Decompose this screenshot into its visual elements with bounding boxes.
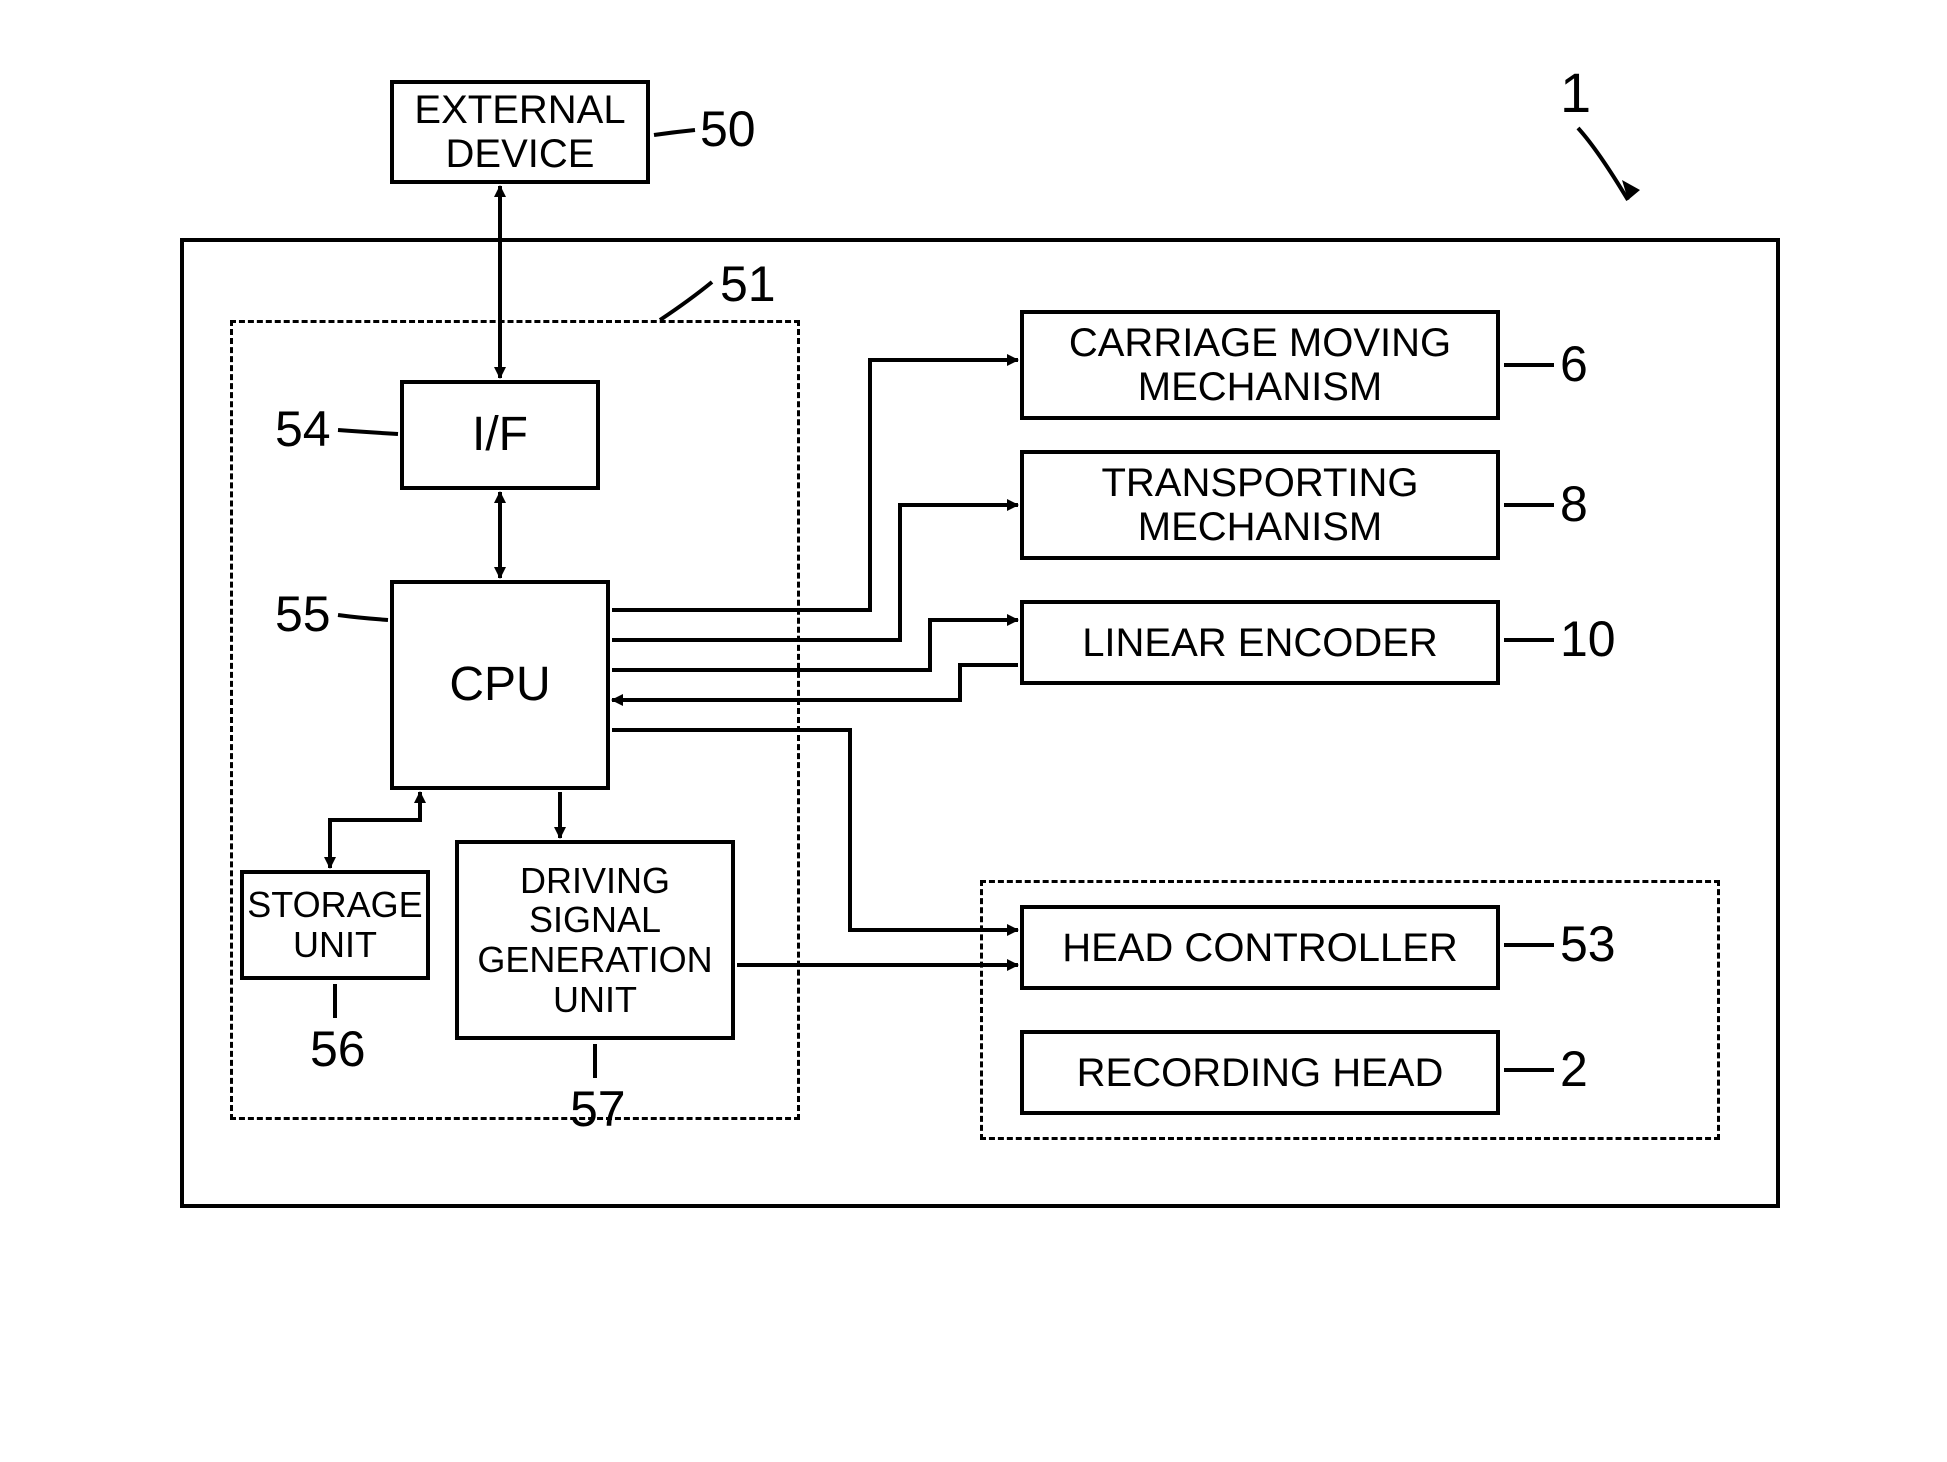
ref-1: 1 [1560, 60, 1591, 125]
storage-label: STORAGE UNIT [247, 885, 422, 964]
if-block: I/F [400, 380, 600, 490]
if-label: I/F [472, 409, 528, 462]
ref-50: 50 [700, 100, 756, 158]
ref-57: 57 [570, 1080, 626, 1138]
external-device-label: EXTERNAL DEVICE [414, 88, 625, 176]
encoder-label: LINEAR ENCODER [1082, 621, 1438, 665]
rechead-label: RECORDING HEAD [1077, 1051, 1444, 1095]
storage-block: STORAGE UNIT [240, 870, 430, 980]
transport-label: TRANSPORTING MECHANISM [1101, 461, 1418, 549]
ref-2: 2 [1560, 1040, 1588, 1098]
cpu-label: CPU [449, 659, 550, 712]
encoder-block: LINEAR ENCODER [1020, 600, 1500, 685]
ref-53: 53 [1560, 915, 1616, 973]
cpu-block: CPU [390, 580, 610, 790]
carriage-block: CARRIAGE MOVING MECHANISM [1020, 310, 1500, 420]
dsgen-block: DRIVING SIGNAL GENERATION UNIT [455, 840, 735, 1040]
headctrl-label: HEAD CONTROLLER [1062, 926, 1458, 970]
ref-10: 10 [1560, 610, 1616, 668]
rechead-block: RECORDING HEAD [1020, 1030, 1500, 1115]
ref-56: 56 [310, 1020, 366, 1078]
diagram-canvas: 1 51 EXTERNAL DEVICE 50 I/F 54 CPU 55 ST… [0, 0, 1947, 1462]
headctrl-block: HEAD CONTROLLER [1020, 905, 1500, 990]
ref-54: 54 [275, 400, 331, 458]
ref-8: 8 [1560, 475, 1588, 533]
ref-55: 55 [275, 585, 331, 643]
transport-block: TRANSPORTING MECHANISM [1020, 450, 1500, 560]
ref-51: 51 [720, 255, 776, 313]
ref-6: 6 [1560, 335, 1588, 393]
external-device-block: EXTERNAL DEVICE [390, 80, 650, 184]
dsgen-label: DRIVING SIGNAL GENERATION UNIT [477, 861, 712, 1019]
carriage-label: CARRIAGE MOVING MECHANISM [1069, 321, 1451, 409]
